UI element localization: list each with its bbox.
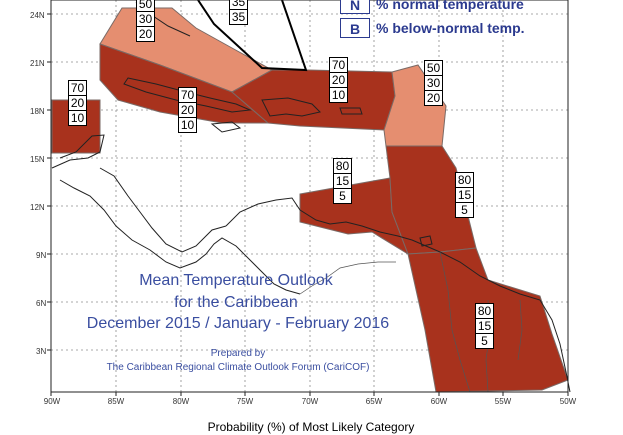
- prob-below: 10: [68, 110, 87, 126]
- map-subtitle: for the Caribbean: [174, 294, 298, 311]
- lat-label-24n: 24N: [30, 11, 45, 20]
- prob-normal: 20: [178, 102, 197, 118]
- prob-box-windward-islands: 80 15 5: [455, 172, 474, 218]
- lon-label-75w: 75W: [236, 397, 254, 406]
- coast-central-america: [59, 179, 301, 295]
- prob-above: 50: [424, 60, 443, 76]
- lat-label-15n: 15N: [30, 155, 45, 164]
- coast-hispaniola: [261, 97, 321, 117]
- map-title: Mean Temperature Outlook: [139, 272, 333, 289]
- legend-below: B % below-normal temp.: [340, 18, 525, 38]
- border-suriname-guiana: [517, 299, 523, 361]
- coast-guianas: [439, 251, 571, 393]
- axis-ticks: [47, 13, 569, 396]
- prob-box-western-caribbean: 70 20 10: [178, 87, 197, 133]
- coast-jamaica: [210, 121, 242, 133]
- coast-central-america-east: [99, 167, 227, 253]
- coast-trinidad: [419, 235, 433, 247]
- prob-above: 80: [475, 303, 494, 319]
- prob-box-bahamas-north: 50 30 20: [136, 0, 155, 42]
- zone-outline-turks: [197, 0, 308, 72]
- prob-box-leeward-islands: 50 30 20: [424, 60, 443, 106]
- lat-label-6n: 6N: [36, 299, 47, 308]
- lon-label-80w: 80W: [172, 397, 190, 406]
- prob-below: 10: [329, 87, 348, 103]
- prob-box-guianas: 80 15 5: [475, 303, 494, 349]
- legend-label-below: % below-normal temp.: [376, 20, 525, 36]
- prob-above: 80: [333, 158, 352, 174]
- colorbar-caption: Probability (%) of Most Likely Category: [207, 420, 415, 434]
- coast-yucatan: [51, 134, 105, 169]
- lon-label-60w: 60W: [430, 397, 448, 406]
- lat-label-12n: 12N: [30, 203, 45, 212]
- lat-label-18n: 18N: [30, 107, 45, 116]
- border-colombia-venezuela: [299, 261, 396, 295]
- prob-normal: 15: [475, 318, 494, 334]
- prob-normal: 35: [229, 9, 248, 25]
- prob-normal: 30: [424, 75, 443, 91]
- prob-box-turks-caicos: 35 35: [229, 0, 248, 25]
- prob-box-southern-caribbean: 80 15 5: [333, 158, 352, 204]
- map-period: December 2015 / January - February 2016: [86, 315, 390, 332]
- lon-label-90w: 90W: [43, 397, 61, 406]
- prob-below: 20: [136, 26, 155, 42]
- legend-label-normal: % normal temperature: [376, 0, 524, 12]
- prob-normal: 15: [333, 173, 352, 189]
- prob-normal: 20: [68, 95, 87, 111]
- credit-organization: The Caribbean Regional Climate Outlook F…: [106, 362, 370, 373]
- lon-label-85w: 85W: [107, 397, 125, 406]
- prob-above: 70: [329, 57, 348, 73]
- lon-label-70w: 70W: [301, 397, 319, 406]
- prob-below: 10: [178, 117, 197, 133]
- lat-label-9n: 9N: [36, 251, 47, 260]
- prob-box-hispaniola-pr: 70 20 10: [329, 57, 348, 103]
- border-venezuela-guyana: [439, 251, 471, 393]
- prob-normal: 30: [136, 11, 155, 27]
- legend-key-normal: N: [340, 0, 370, 14]
- prob-below: 5: [333, 188, 352, 204]
- lat-label-21n: 21N: [30, 59, 45, 68]
- prob-below: 5: [475, 333, 494, 349]
- prob-box-belize: 70 20 10: [68, 80, 87, 126]
- lat-label-3n: 3N: [36, 347, 47, 356]
- legend-key-below: B: [340, 18, 370, 38]
- lon-label-55w: 55W: [494, 397, 512, 406]
- credit-prepared-by: Prepared by: [210, 348, 266, 359]
- coastlines: [51, 0, 571, 393]
- prob-normal: 20: [329, 72, 348, 88]
- prob-above: 80: [455, 172, 474, 188]
- coast-south-america-north: [225, 197, 441, 253]
- lon-label-50w: 50W: [559, 397, 577, 406]
- prob-below: 5: [455, 202, 474, 218]
- coast-puerto-rico: [339, 107, 363, 115]
- prob-normal: 15: [455, 187, 474, 203]
- prob-below: 20: [424, 90, 443, 106]
- legend-normal: N % normal temperature: [340, 0, 524, 14]
- prob-above: 70: [178, 87, 197, 103]
- prob-above: 70: [68, 80, 87, 96]
- lon-label-65w: 65W: [365, 397, 383, 406]
